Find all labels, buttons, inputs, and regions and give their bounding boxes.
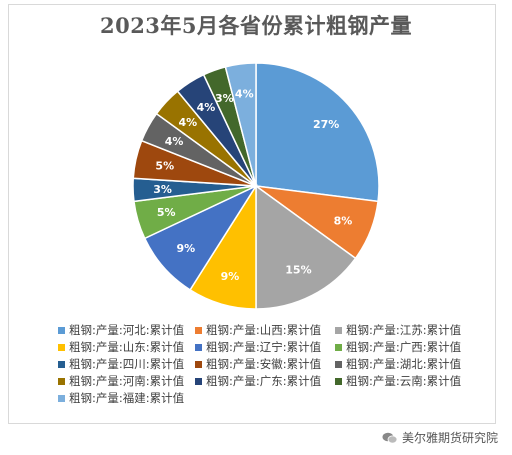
pie-data-label: 3%	[153, 183, 172, 196]
chart-title: 2023年5月各省份累计粗钢产量	[99, 13, 413, 38]
pie-data-label: 9%	[177, 242, 196, 255]
legend-label: 粗钢:产量:湖北:累计值	[346, 357, 462, 371]
legend-item: 粗钢:产量:云南:累计值	[335, 373, 461, 389]
legend-label: 粗钢:产量:河北:累计值	[69, 323, 185, 337]
legend-swatch	[58, 394, 65, 402]
pie-data-label: 4%	[165, 135, 184, 148]
pie-data-label: 9%	[221, 270, 240, 283]
legend-item: 粗钢:产量:广东:累计值	[195, 373, 321, 389]
pie-data-label: 5%	[157, 206, 176, 219]
watermark: 美尔雅期货研究院	[382, 429, 498, 446]
pie-slice	[255, 184, 357, 310]
legend-item: 粗钢:产量:湖北:累计值	[335, 356, 461, 372]
pie-data-label: 4%	[235, 87, 254, 100]
legend-swatch	[58, 343, 65, 351]
legend-swatch	[195, 343, 202, 351]
pie-slice	[224, 62, 257, 187]
pie-data-label: 8%	[334, 214, 353, 227]
legend-swatch	[195, 360, 202, 368]
pie-chart: 27%8%15%9%9%5%3%5%4%4%4%3% 4%	[132, 62, 380, 310]
legend-label: 粗钢:产量:安徽:累计值	[206, 357, 322, 371]
legend-item: 粗钢:产量:福建:累计值	[58, 390, 184, 406]
legend-swatch	[335, 377, 342, 385]
legend-label: 粗钢:产量:云南:累计值	[346, 374, 462, 388]
legend-item: 粗钢:产量:江苏:累计值	[335, 322, 461, 338]
pie-data-label: 3%	[215, 92, 234, 105]
pie-data-label: 5%	[155, 160, 174, 173]
legend-label: 粗钢:产量:山西:累计值	[206, 323, 322, 337]
legend-swatch	[58, 360, 65, 368]
legend-item: 粗钢:产量:辽宁:累计值	[195, 339, 321, 355]
legend-item: 粗钢:产量:广西:累计值	[335, 339, 461, 355]
pie-data-label: 27%	[313, 118, 339, 131]
legend-label: 粗钢:产量:福建:累计值	[69, 391, 185, 405]
legend-label: 粗钢:产量:辽宁:累计值	[206, 340, 322, 354]
legend-label: 粗钢:产量:广东:累计值	[206, 374, 322, 388]
legend-swatch	[58, 377, 65, 385]
legend-item: 粗钢:产量:山西:累计值	[195, 322, 321, 338]
legend-swatch	[58, 326, 65, 334]
legend-label: 粗钢:产量:河南:累计值	[69, 374, 185, 388]
legend-swatch	[195, 326, 202, 334]
legend-swatch	[335, 326, 342, 334]
legend-item: 粗钢:产量:四川:累计值	[58, 356, 184, 372]
legend-swatch	[195, 377, 202, 385]
legend-swatch	[335, 343, 342, 351]
pie-slice	[255, 62, 380, 203]
legend-item: 粗钢:产量:山东:累计值	[58, 339, 184, 355]
pie-data-label: 15%	[285, 263, 311, 276]
wechat-icon	[382, 432, 398, 443]
watermark-text: 美尔雅期货研究院	[401, 431, 498, 445]
legend-label: 粗钢:产量:江苏:累计值	[346, 323, 462, 337]
pie-data-label: 4%	[197, 101, 216, 114]
legend-label: 粗钢:产量:广西:累计值	[346, 340, 462, 354]
legend-item: 粗钢:产量:河北:累计值	[58, 322, 184, 338]
pie-data-label: 4%	[179, 116, 198, 129]
legend-label: 粗钢:产量:四川:累计值	[69, 357, 185, 371]
legend-swatch	[335, 360, 342, 368]
legend-item: 粗钢:产量:安徽:累计值	[195, 356, 321, 372]
legend-label: 粗钢:产量:山东:累计值	[69, 340, 185, 354]
legend-item: 粗钢:产量:河南:累计值	[58, 373, 184, 389]
